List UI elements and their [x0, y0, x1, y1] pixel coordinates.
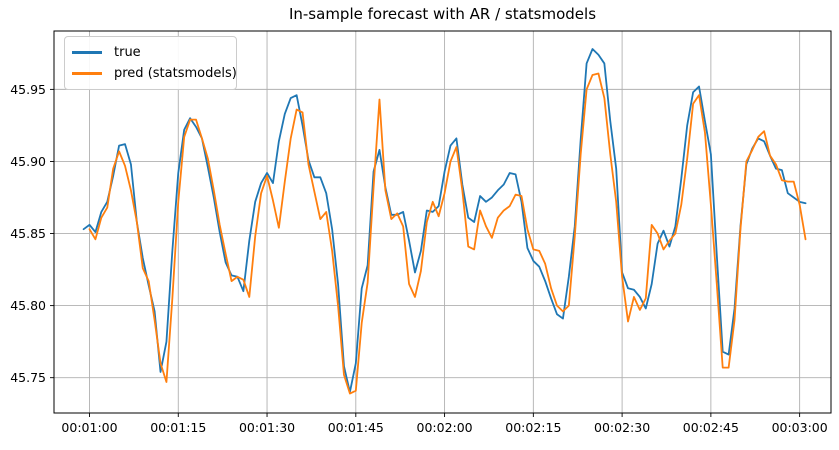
y-tick-label: 45.90	[10, 154, 46, 169]
legend-item-true: true	[72, 42, 226, 63]
x-tick-label: 00:02:45	[683, 420, 739, 435]
legend: true pred (statsmodels)	[64, 36, 237, 90]
y-tick-label: 45.80	[10, 298, 46, 313]
legend-line-sample-true	[72, 51, 102, 54]
x-tick-label: 00:01:00	[61, 420, 117, 435]
series-line-pred	[88, 72, 807, 395]
x-tick-label: 00:01:45	[328, 420, 384, 435]
axes-spines	[53, 30, 832, 414]
x-tick-label: 00:02:30	[594, 420, 650, 435]
y-tick-label: 45.85	[10, 226, 46, 241]
x-tick-label: 00:02:00	[417, 420, 473, 435]
y-tick-label: 45.75	[10, 370, 46, 385]
x-tick-label: 00:01:30	[239, 420, 295, 435]
x-tick-label: 00:01:15	[150, 420, 206, 435]
legend-label-pred: pred (statsmodels)	[114, 66, 237, 81]
legend-item-pred: pred (statsmodels)	[72, 63, 237, 84]
x-tick-label: 00:03:00	[772, 420, 828, 435]
x-tick-label: 00:02:15	[505, 420, 561, 435]
legend-label-true: true	[114, 45, 141, 60]
y-tick-label: 45.95	[10, 82, 46, 97]
legend-line-sample-pred	[72, 72, 102, 75]
chart-title: In-sample forecast with AR / statsmodels	[288, 5, 597, 23]
